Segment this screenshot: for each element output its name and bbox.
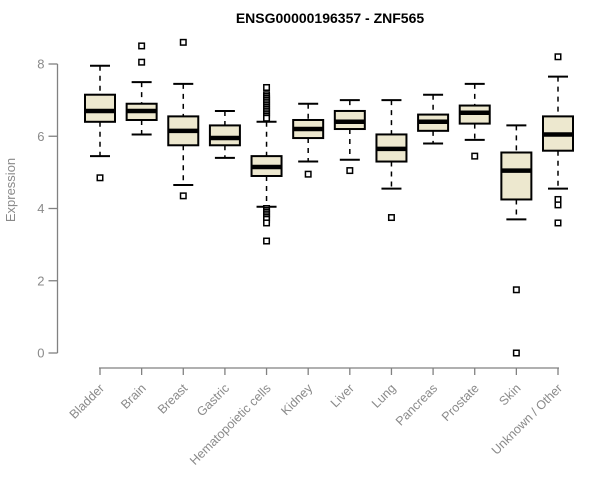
iqr-box [500, 151, 533, 201]
category-label-brain: Brain [118, 381, 149, 412]
y-tick-label: 4 [37, 201, 44, 216]
y-tick-label: 8 [37, 57, 44, 72]
box-hematopoietic-cells [250, 83, 283, 245]
category-label-liver: Liver [328, 381, 357, 410]
outlier-point [96, 174, 104, 182]
category-label-unknown-other: Unknown / Other [489, 381, 565, 457]
outlier-point [471, 152, 479, 160]
outlier-point [263, 237, 271, 245]
outlier-point [554, 219, 562, 227]
y-tick-label: 0 [37, 346, 44, 361]
plot-area: 0 2 4 6 8 Bladder Brain Breast GastricHematopoie… [37, 38, 574, 468]
category-label-pancreas: Pancreas [393, 381, 440, 428]
box-liver [333, 99, 366, 175]
outlier-point [179, 192, 187, 200]
outlier-point [263, 83, 271, 91]
box-lung [375, 99, 408, 222]
category-label-breast: Breast [155, 381, 191, 417]
category-label-hematopoietic-cells: Hematopoietic cells [187, 381, 274, 468]
outlier-point [512, 349, 520, 357]
outlier-point [554, 201, 562, 209]
y-axis: 0 2 4 6 8 [37, 57, 59, 361]
outlier-point [387, 214, 395, 222]
category-label-gastric: Gastric [194, 381, 232, 419]
outlier-point [346, 167, 354, 175]
box-pancreas [417, 93, 450, 145]
y-tick-label: 6 [37, 129, 44, 144]
outlier-point [138, 58, 146, 66]
outlier-point [512, 286, 520, 294]
category-label-kidney: Kidney [278, 381, 315, 418]
category-label-prostate: Prostate [439, 381, 482, 424]
outlier-point [138, 42, 146, 50]
chart-title: ENSG00000196357 - ZNF565 [236, 10, 425, 26]
category-label-lung: Lung [369, 381, 399, 411]
box-bladder [84, 64, 116, 182]
outlier-point [304, 170, 312, 178]
box-skin [500, 124, 533, 357]
box-brain [125, 42, 158, 136]
iqr-box [84, 93, 116, 123]
box-gastric [208, 109, 241, 159]
category-label-bladder: Bladder [67, 381, 107, 421]
outlier-point [263, 219, 271, 227]
outlier-point [554, 53, 562, 61]
box-breast [167, 38, 200, 200]
y-tick-label: 2 [37, 273, 44, 288]
outlier-point [263, 114, 271, 122]
box-unknown-other [542, 53, 574, 227]
outlier-point [179, 38, 187, 46]
y-axis-label: Expression [3, 158, 18, 222]
category-label-skin: Skin [496, 381, 523, 408]
iqr-box [208, 124, 241, 147]
box-kidney [292, 102, 325, 178]
box-prostate [458, 82, 491, 160]
